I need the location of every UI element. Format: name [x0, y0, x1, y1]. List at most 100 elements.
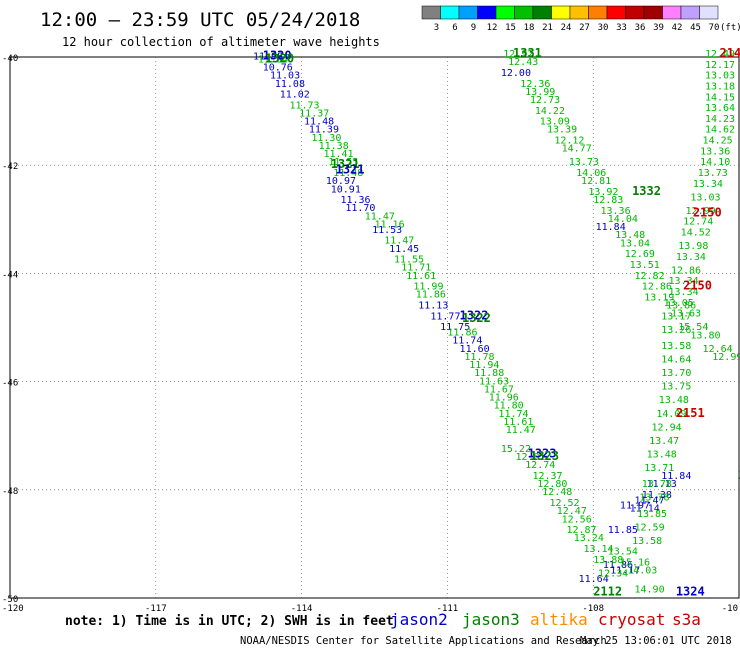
- data-points: 11.9810.7611.0311.0811.0211.4811.3910.97…: [253, 49, 740, 596]
- jason3-swh-value: 13.58: [632, 536, 662, 547]
- jason2-swh-value: 11.97: [620, 501, 650, 512]
- y-tick-label: -40: [2, 54, 18, 64]
- jason3-swh-value: 12.99: [712, 352, 740, 363]
- jason3-swh-value: 11.74: [498, 409, 528, 420]
- jason3-swh-value: 14.22: [535, 106, 565, 117]
- jason2-swh-value: 11.74: [452, 336, 482, 347]
- jason3-swh-value: 12.56: [562, 514, 592, 525]
- jason3-swh-value: 12.64: [703, 344, 733, 355]
- jason3-swh-value: 12.99: [686, 206, 716, 217]
- jason2-swh-value: 11.13: [418, 301, 448, 312]
- jason3-swh-value: 15.16: [620, 558, 650, 569]
- jason2-swh-value: 11.48: [304, 117, 334, 128]
- jason3-swh-value: 11.38: [319, 141, 349, 152]
- y-tick-label: -50: [2, 595, 18, 605]
- y-tick-label: -46: [2, 379, 18, 389]
- pass-number-label: 2112: [593, 584, 622, 598]
- jason2-swh-value: 11.77: [430, 311, 460, 322]
- jason3-swh-value: 13.48: [647, 449, 677, 460]
- jason2-swh-value: 11.17: [610, 566, 640, 577]
- pass-number-label: 1320: [263, 49, 292, 63]
- jason2-swh-value: 11.47: [635, 495, 665, 506]
- legend-unit: (ft): [720, 23, 740, 33]
- satellite-cryosat: cryosat: [598, 610, 665, 629]
- jason3-swh-value: 13.64: [705, 103, 735, 114]
- jason2-swh-value: 11.13: [647, 479, 677, 490]
- jason3-swh-value: 13.26: [661, 325, 691, 336]
- jason3-swh-value: 13.36: [700, 146, 730, 157]
- jason2-swh-value: 10.76: [263, 63, 293, 74]
- jason3-swh-value: 13.24: [574, 533, 604, 544]
- jason2-swh-value: 11.64: [579, 574, 609, 585]
- jason3-swh-value: 13.48: [659, 395, 689, 406]
- jason3-swh-value: 11.88: [474, 368, 504, 379]
- legend-swatch: [514, 5, 534, 20]
- x-tick-label: -117: [145, 604, 167, 614]
- jason3-swh-value: 13.03: [690, 192, 720, 203]
- pass-number-label: 2151: [676, 406, 705, 420]
- legend-swatch: [699, 5, 719, 20]
- jason3-swh-value: 11.55: [394, 255, 424, 266]
- jason3-swh-value: 11.61: [503, 417, 533, 428]
- jason3-swh-value: 12.73: [530, 95, 560, 106]
- jason3-swh-value: 13.47: [649, 436, 679, 447]
- jason3-swh-value: 14.90: [635, 585, 665, 596]
- jason3-swh-value: 15.22: [501, 444, 531, 455]
- jason3-swh-value: 13.36: [600, 206, 630, 217]
- jason3-swh-value: 11.71: [401, 263, 431, 274]
- jason2-swh-value: 10.91: [331, 184, 361, 195]
- jason3-swh-value: 14.23: [705, 114, 735, 125]
- jason3-swh-value: 13.99: [525, 87, 555, 98]
- jason3-swh-value: 12.74: [525, 460, 555, 471]
- jason3-swh-value: 12.43: [508, 57, 538, 68]
- jason3-swh-value: 13.19: [644, 292, 674, 303]
- legend-swatch: [569, 5, 589, 20]
- legend-label: 36: [635, 23, 646, 33]
- jason3-swh-value: 13.73: [698, 168, 728, 179]
- satellite-altika: altika: [530, 610, 588, 629]
- pass-number-label: 1323: [530, 449, 559, 463]
- legend-label: 33: [616, 23, 627, 33]
- pass-number-label: 2150: [683, 279, 712, 293]
- jason3-swh-value: 13.34: [676, 252, 706, 263]
- jason2-swh-value: 11.38: [642, 490, 672, 501]
- legend-swatch: [458, 5, 478, 20]
- jason3-swh-value: 14.03: [627, 566, 657, 577]
- jason3-swh-value: 12.92: [503, 49, 533, 60]
- jason3-swh-value: 12.36: [520, 79, 550, 90]
- legend-swatch: [625, 5, 645, 20]
- jason3-swh-value: 13.51: [630, 260, 660, 271]
- satellite-legend: jason2 jason3 altika cryosat s3a: [390, 610, 701, 629]
- jason3-swh-value: 13.54: [608, 547, 638, 558]
- jason2-swh-value: 11.08: [275, 79, 305, 90]
- jason3-swh-value: 14.77: [562, 144, 592, 155]
- legend-label: 39: [653, 23, 664, 33]
- jason3-swh-value: 12.83: [593, 195, 623, 206]
- jason3-swh-value: 13.92: [588, 187, 618, 198]
- jason3-swh-value: 13.88: [593, 555, 623, 566]
- jason3-swh-value: 11.99: [413, 282, 443, 293]
- jason3-swh-value: 14.25: [703, 136, 733, 147]
- jason3-swh-value: 14.62: [705, 125, 735, 136]
- jason3-swh-value: 13.63: [671, 309, 701, 320]
- jason3-swh-value: 13.75: [661, 382, 691, 393]
- legend-label: 45: [690, 23, 701, 33]
- legend-label: 12: [487, 23, 498, 33]
- legend-label: 42: [672, 23, 683, 33]
- jason3-swh-value: 11.30: [311, 133, 341, 144]
- chart-subtitle: 12 hour collection of altimeter wave hei…: [62, 35, 380, 49]
- jason3-swh-value: 11.48: [333, 168, 363, 179]
- legend-swatch: [477, 5, 497, 20]
- grid: [10, 57, 739, 598]
- jason3-swh-value: 14.52: [681, 228, 711, 239]
- pass-number-label: 1322: [462, 311, 491, 325]
- jason3-swh-value: 11.67: [484, 384, 514, 395]
- jason2-swh-value: 11.14: [630, 503, 660, 514]
- jason2-swh-value: 11.84: [596, 222, 626, 233]
- jason3-swh-value: 13.05: [664, 298, 694, 309]
- jason3-swh-value: 12.86: [671, 265, 701, 276]
- color-legend: 3 6 9 12 15 18 21 24 27 30 33 36 39 42 45 70 (ft): [421, 5, 740, 33]
- legend-label: 21: [542, 23, 553, 33]
- jason2-swh-value: 11.36: [340, 195, 370, 206]
- jason3-swh-value: 13.58: [661, 341, 691, 352]
